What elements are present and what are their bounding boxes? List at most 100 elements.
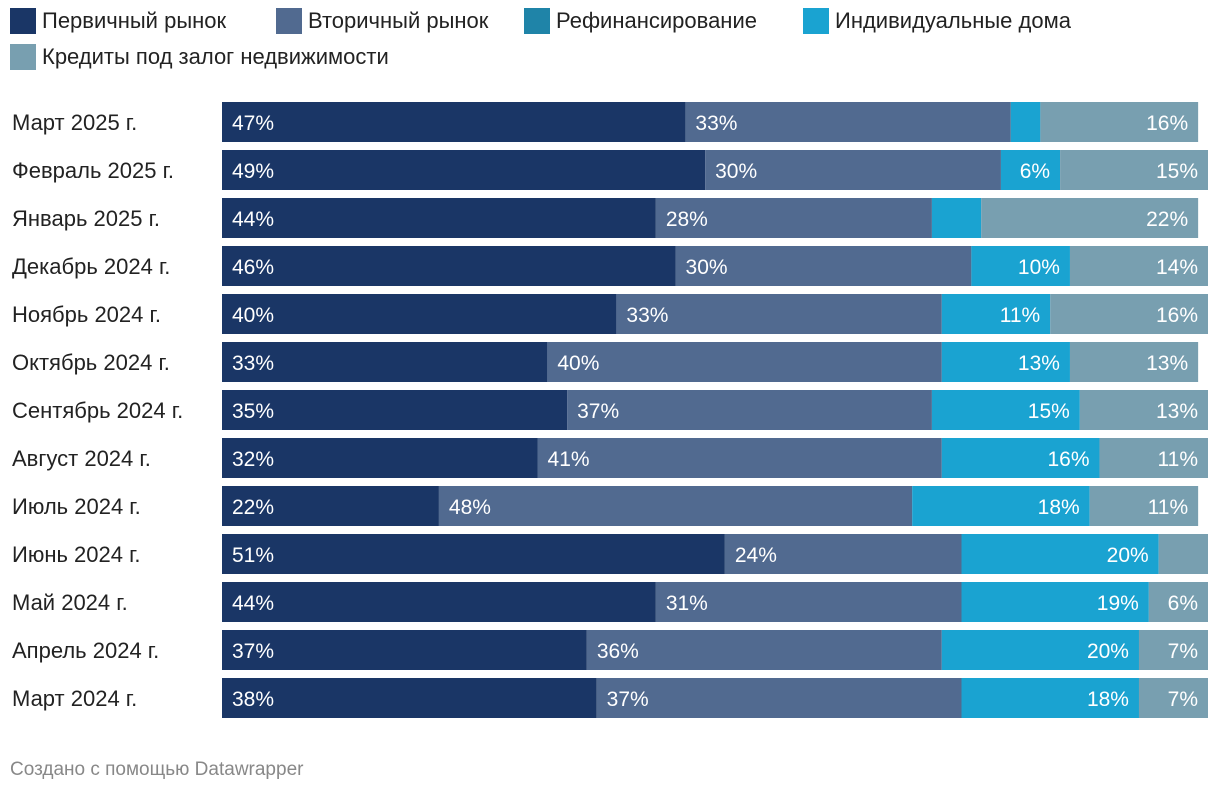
- data-label: 20%: [1087, 640, 1129, 663]
- bar-segment: [941, 438, 1100, 478]
- bar-segment: [1138, 678, 1208, 718]
- data-label: 37%: [232, 640, 274, 663]
- bar-segment: [1040, 102, 1199, 142]
- data-label: 7%: [1168, 640, 1198, 663]
- data-label: 14%: [1156, 256, 1198, 279]
- bar-segment: [567, 390, 932, 430]
- category-label: Январь 2025 г.: [12, 206, 160, 231]
- data-label: 20%: [1107, 544, 1149, 567]
- bar-segment: [222, 582, 656, 622]
- bar-segment: [222, 486, 439, 526]
- bar-segment: [961, 678, 1139, 718]
- legend-item: Вторичный рынок: [276, 8, 488, 34]
- bar-segment: [1089, 486, 1199, 526]
- data-label: 7%: [1168, 688, 1198, 711]
- bar-segment: [1060, 150, 1208, 190]
- data-label: 22%: [232, 496, 274, 519]
- data-label: 37%: [607, 688, 649, 711]
- data-label: 38%: [232, 688, 274, 711]
- data-label: 36%: [597, 640, 639, 663]
- category-label: Октябрь 2024 г.: [12, 350, 170, 375]
- category-label: Март 2025 г.: [12, 110, 137, 135]
- bar-segment: [222, 102, 686, 142]
- bar-segment: [222, 534, 725, 574]
- bar-segment: [912, 486, 1090, 526]
- bar-segment: [941, 630, 1139, 670]
- data-label: 40%: [232, 304, 274, 327]
- legend-swatch: [276, 8, 302, 34]
- data-label: 24%: [735, 544, 777, 567]
- bar-segment: [931, 198, 982, 238]
- bar-segment: [1099, 438, 1208, 478]
- data-label: 13%: [1018, 352, 1060, 375]
- bar-segment: [675, 246, 972, 286]
- stacked-bar-chart: Март 2025 г. 47% 33% 16% Февраль 2025 г. 49% 3…: [12, 102, 1208, 718]
- bar-segment: [655, 198, 932, 238]
- legend-item: Кредиты под залог недвижимости: [10, 44, 389, 70]
- category-label: Апрель 2024 г.: [12, 638, 159, 663]
- bar-segment: [222, 198, 656, 238]
- data-label: 13%: [1146, 352, 1188, 375]
- data-label: 46%: [232, 256, 274, 279]
- data-label: 16%: [1048, 448, 1090, 471]
- bar-segment: [222, 438, 538, 478]
- data-label: 44%: [232, 592, 274, 615]
- bar-segment: [222, 390, 568, 430]
- category-label: Ноябрь 2024 г.: [12, 302, 161, 327]
- bar-segment: [222, 678, 597, 718]
- category-label: Декабрь 2024 г.: [12, 254, 170, 279]
- bar-segment: [685, 102, 1011, 142]
- data-label: 30%: [686, 256, 728, 279]
- bar-segment: [616, 294, 942, 334]
- data-label: 51%: [232, 544, 274, 567]
- data-label: 13%: [1156, 400, 1198, 423]
- data-label: 18%: [1038, 496, 1080, 519]
- data-label: 40%: [557, 352, 599, 375]
- bar-segment: [222, 342, 548, 382]
- category-label: Май 2024 г.: [12, 590, 128, 615]
- bar-segment: [724, 534, 962, 574]
- bar-segment: [1148, 582, 1208, 622]
- legend-swatch: [10, 8, 36, 34]
- data-label: 6%: [1168, 592, 1198, 615]
- data-label: 11%: [1148, 496, 1188, 519]
- bar-segment: [705, 150, 1001, 190]
- data-label: 15%: [1156, 160, 1198, 183]
- bar-segment: [222, 246, 676, 286]
- footer-credit: Создано с помощью Datawrapper: [10, 759, 304, 780]
- bar-segment: [981, 198, 1199, 238]
- category-label: Февраль 2025 г.: [12, 158, 174, 183]
- legend-label: Первичный рынок: [42, 8, 227, 33]
- data-label: 30%: [715, 160, 757, 183]
- data-label: 37%: [577, 400, 619, 423]
- data-label: 41%: [548, 448, 590, 471]
- data-label: 22%: [1146, 208, 1188, 231]
- data-label: 6%: [1020, 160, 1050, 183]
- data-label: 33%: [695, 112, 737, 135]
- bar-segment: [941, 342, 1070, 382]
- bar-segment: [961, 582, 1149, 622]
- category-label: Март 2024 г.: [12, 686, 137, 711]
- legend-swatch: [803, 8, 829, 34]
- data-label: 35%: [232, 400, 274, 423]
- data-label: 28%: [666, 208, 708, 231]
- legend-item: Рефинансирование: [524, 8, 757, 34]
- bar-segment: [222, 294, 617, 334]
- legend-item: Первичный рынок: [10, 8, 226, 34]
- bar-segment: [941, 294, 1051, 334]
- data-label: 44%: [232, 208, 274, 231]
- legend-label: Индивидуальные дома: [835, 8, 1071, 33]
- bar-segment: [1050, 294, 1208, 334]
- bar-segment: [222, 630, 587, 670]
- bar-segment: [1079, 390, 1208, 430]
- legend-label: Вторичный рынок: [308, 8, 489, 33]
- data-label: 33%: [232, 352, 274, 375]
- legend-swatch: [10, 44, 36, 70]
- data-label: 10%: [1018, 256, 1060, 279]
- data-label: 47%: [232, 112, 274, 135]
- bar-segment: [586, 630, 942, 670]
- data-label: 16%: [1146, 112, 1188, 135]
- data-label: 11%: [1000, 304, 1040, 327]
- bar-segment: [438, 486, 913, 526]
- category-label: Август 2024 г.: [12, 446, 151, 471]
